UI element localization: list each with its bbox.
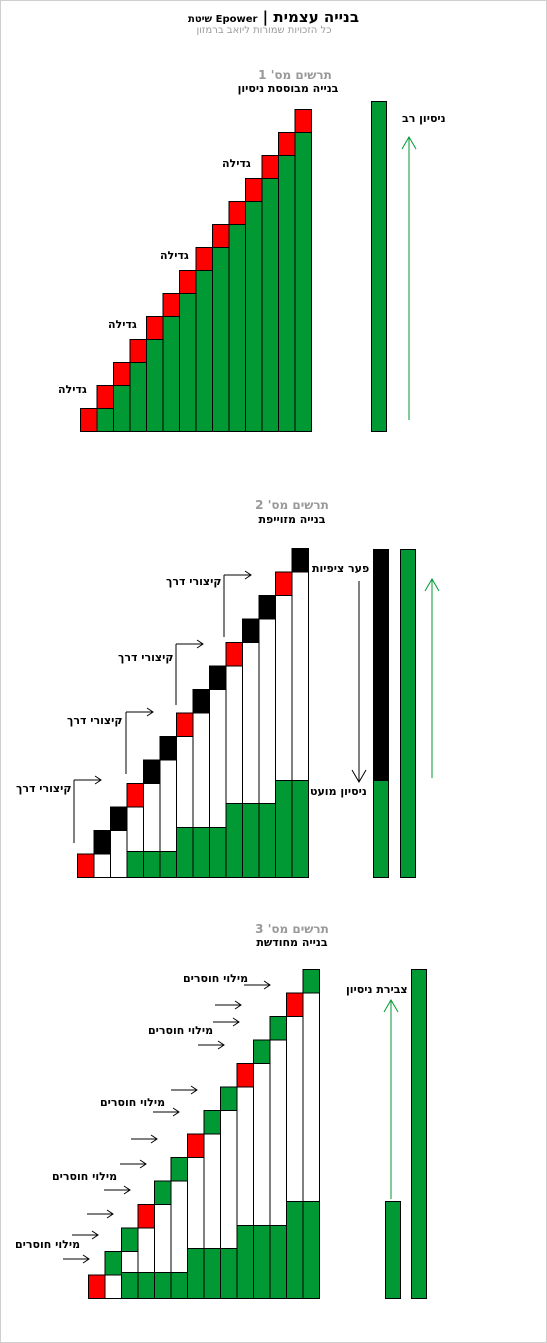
header-separator: |: [262, 8, 269, 26]
growth-label: גדילה: [222, 157, 251, 170]
experience-block: [203, 1248, 221, 1299]
column-cap: [121, 1227, 139, 1252]
fill-gap-arrow-head: [172, 1107, 180, 1117]
fill-gaps-label: מילוי חוסרים: [183, 972, 249, 985]
growth-label: גדילה: [58, 383, 87, 396]
fill-gap-arrow-head: [263, 980, 271, 990]
column-cap: [154, 1180, 172, 1205]
experience-label: ניסיון רב: [402, 112, 446, 125]
growth-label: גדילה: [160, 249, 189, 262]
fill-gap-arrow-head: [82, 1254, 90, 1264]
fill-gaps-label: מילוי חוסרים: [52, 1170, 118, 1183]
experience-block: [137, 1272, 155, 1299]
diagram1-subtitle: בנייה מבוססת ניסיון: [237, 82, 339, 95]
column-cap: [269, 1016, 287, 1041]
fill-gaps-label: מילוי חוסרים: [148, 1024, 214, 1037]
fill-gap-arrow-head: [190, 1085, 198, 1095]
column-cap: [253, 1039, 271, 1064]
diagram2-subtitle: בנייה מזוייפת: [258, 513, 326, 526]
experience-block: [154, 1272, 172, 1299]
growth-label: גדילה: [108, 318, 137, 331]
fill-gap-arrow-head: [106, 1209, 114, 1219]
page-header: שיטת Epower | בנייה עצמית: [0, 8, 547, 26]
header-subtitle: שיטת Epower: [187, 14, 258, 25]
experience-block: [253, 1225, 271, 1299]
experience-block: [170, 1272, 188, 1299]
diagram3-title: תרשים מס' 3: [255, 922, 329, 936]
shortcut-label: קיצורי דרך: [118, 651, 174, 664]
experience-block: [286, 1201, 304, 1299]
column-cap: [170, 1157, 188, 1182]
shortcut-arrow-head: [196, 639, 204, 649]
experience-block: [121, 1272, 139, 1299]
accumulation-arrow-head: [383, 999, 399, 1013]
expectation-arrow-head: [424, 578, 440, 592]
experience-block: [220, 1248, 238, 1299]
accumulation-label: צבירת ניסיון: [346, 983, 408, 996]
growth-arrow-head: [401, 136, 417, 150]
column-cap: [187, 1133, 205, 1158]
fill-gap-arrow-head: [217, 1040, 225, 1050]
column-cap: [220, 1086, 238, 1111]
column-cap: [302, 969, 320, 994]
column-cap: [286, 992, 304, 1017]
fill-gaps-label: מילוי חוסרים: [15, 1238, 81, 1251]
column-cap: [88, 1274, 106, 1299]
low-experience-label: ניסיון מועט: [310, 785, 367, 798]
fill-gap-arrow-head: [91, 1230, 99, 1240]
fill-gaps-label: מילוי חוסרים: [100, 1096, 166, 1109]
shortcut-label: קיצורי דרך: [67, 714, 123, 727]
fill-gap-arrow-head: [234, 1000, 242, 1010]
column-cap: [291, 548, 309, 573]
low-experience-bar: [373, 780, 389, 878]
header-title: בנייה עצמית: [273, 8, 359, 26]
shortcut-label: קיצורי דרך: [166, 575, 222, 588]
experience-block: [291, 780, 309, 878]
shortcut-arrow-head: [244, 570, 252, 580]
diagram1-title: תרשים מס' 1: [258, 68, 332, 82]
expectation-bar: [400, 549, 416, 878]
column-cap: [203, 1110, 221, 1135]
column-cap: [137, 1204, 155, 1229]
diagram2-title: תרשים מס' 2: [255, 498, 329, 512]
column-cap: [104, 1251, 122, 1276]
column-body: [104, 1274, 122, 1299]
expectation-gap-label: פער ציפיות: [312, 562, 370, 575]
shortcut-arrow-head: [94, 775, 102, 785]
experience-block: [269, 1225, 287, 1299]
experience-bar: [371, 101, 387, 432]
diagram3-subtitle: בנייה מחודשת: [256, 936, 328, 949]
experience-bar-low: [385, 1201, 401, 1299]
header-credit: כל הזכויות שמורות ליואב ברמזון: [196, 25, 332, 36]
fill-gap-arrow-head: [150, 1134, 158, 1144]
shortcut-arrow-head: [146, 707, 154, 717]
column-cap: [294, 109, 312, 133]
experience-block: [187, 1248, 205, 1299]
fill-gap-arrow-head: [232, 1017, 240, 1027]
column-cap: [236, 1063, 254, 1088]
fill-gap-arrow-head: [123, 1185, 131, 1195]
experience-bar-full: [411, 969, 427, 1299]
gap-arrow-head: [351, 769, 367, 783]
fill-gap-arrow-head: [139, 1159, 147, 1169]
experience-block: [236, 1225, 254, 1299]
shortcut-label: קיצורי דרך: [16, 782, 72, 795]
experience-block: [302, 1201, 320, 1299]
